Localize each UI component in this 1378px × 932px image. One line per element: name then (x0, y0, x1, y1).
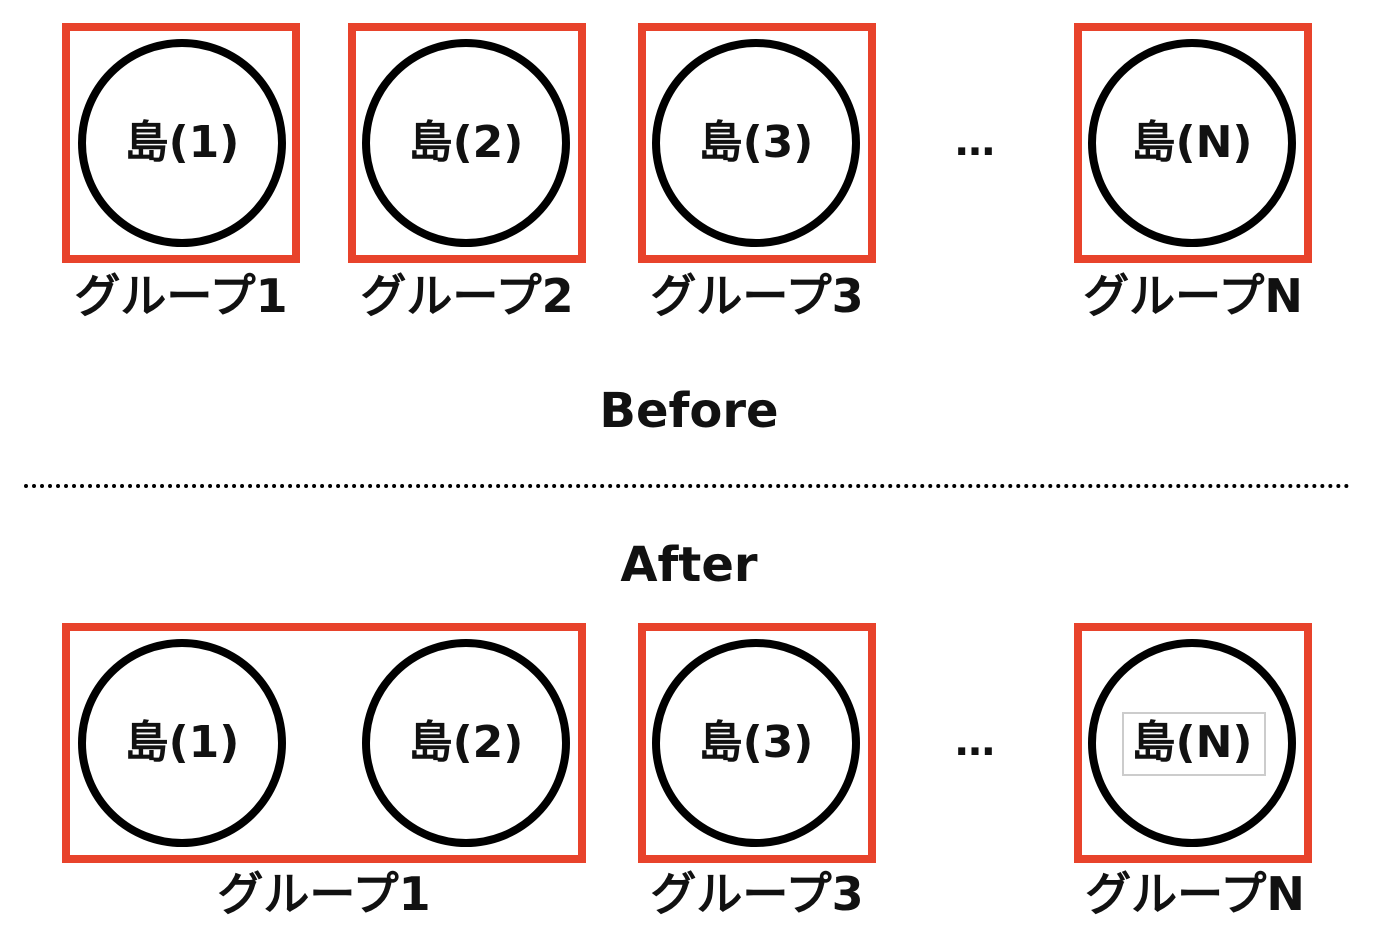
after-island-n-selection-frame (1122, 712, 1266, 776)
before-island-n-circle (1088, 39, 1296, 247)
after-group-n-label: グループN (1085, 867, 1305, 921)
after-island-1-circle (78, 639, 286, 847)
after-group-n-box (1074, 623, 1312, 863)
before-island-2-label: 島(2) (408, 117, 524, 168)
before-group-2-label: グループ2 (360, 269, 574, 323)
after-group-3-box (638, 623, 876, 863)
after-ellipsis: … (955, 719, 995, 765)
after-island-n-label: 島(N) (1131, 717, 1253, 768)
after-group-1-box (62, 623, 586, 863)
after-island-1-label: 島(1) (124, 717, 240, 768)
before-group-3-box (638, 23, 876, 263)
before-island-n-label: 島(N) (1131, 117, 1253, 168)
after-island-2-label: 島(2) (408, 717, 524, 768)
after-island-n-circle (1088, 639, 1296, 847)
before-island-2-circle (362, 39, 570, 247)
before-group-2-box (348, 23, 586, 263)
after-title: After (620, 537, 758, 593)
section-divider (24, 484, 1350, 488)
before-island-1-circle (78, 39, 286, 247)
before-island-3-label: 島(3) (698, 117, 814, 168)
before-group-n-label: グループN (1083, 269, 1303, 323)
after-group-3-label: グループ3 (650, 867, 864, 921)
after-island-2-circle (362, 639, 570, 847)
after-group-1-label: グループ1 (217, 867, 431, 921)
before-group-1-box (62, 23, 300, 263)
before-group-3-label: グループ3 (650, 269, 864, 323)
before-ellipsis: … (955, 119, 995, 165)
before-title: Before (599, 383, 779, 439)
before-island-3-circle (652, 39, 860, 247)
after-island-3-label: 島(3) (698, 717, 814, 768)
before-island-1-label: 島(1) (124, 117, 240, 168)
before-group-1-label: グループ1 (74, 269, 288, 323)
before-group-n-box (1074, 23, 1312, 263)
after-island-3-circle (652, 639, 860, 847)
